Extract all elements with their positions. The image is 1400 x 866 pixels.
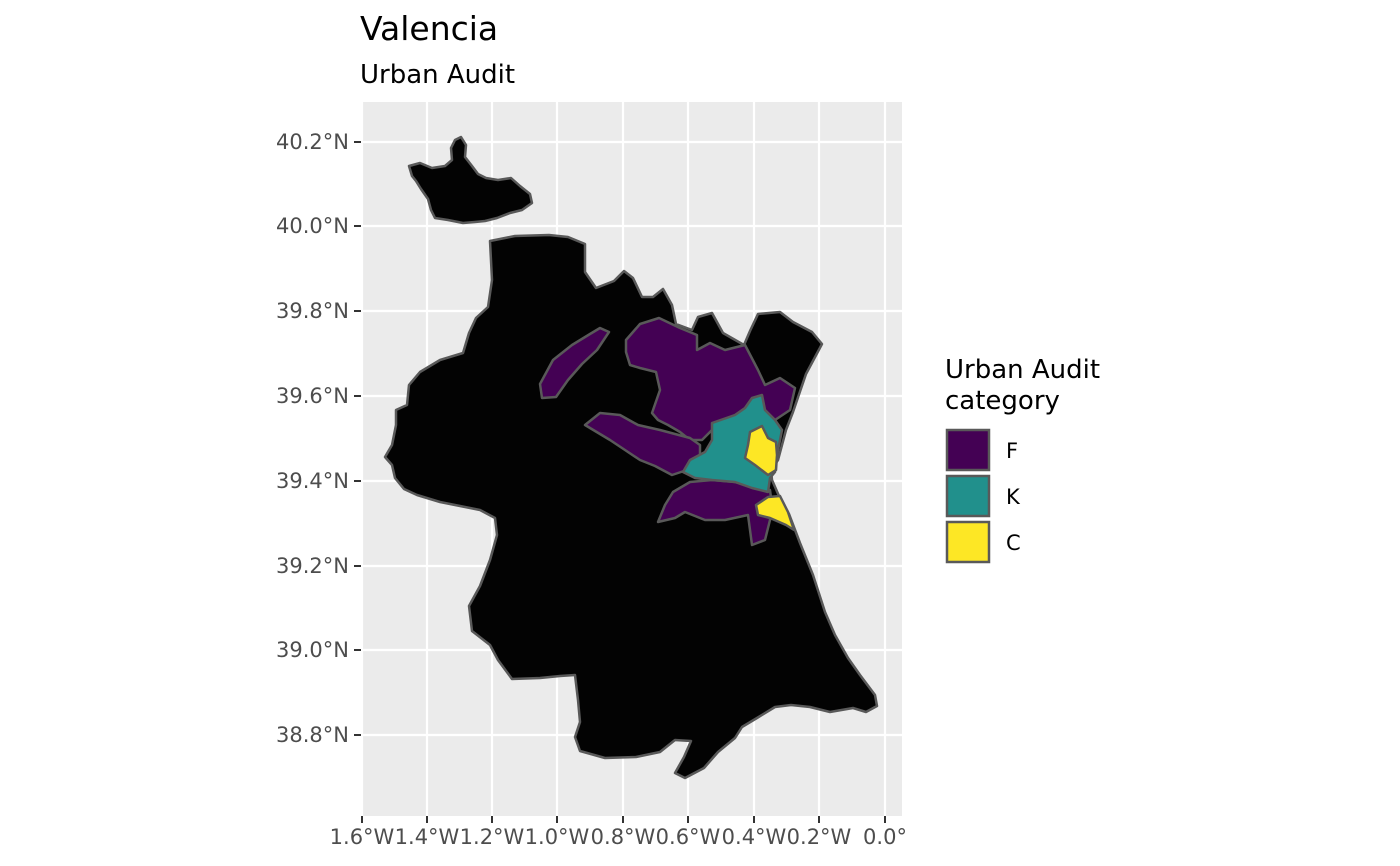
region-f-west-strip: [538, 326, 611, 400]
region-c-north: [743, 424, 779, 477]
map-title: Valencia: [360, 9, 498, 48]
x-axis-label: 0.6°W: [656, 825, 721, 849]
legend-label-k: K: [1006, 485, 1021, 509]
x-axis-label: 1.6°W: [330, 825, 395, 849]
x-axis: 1.6°W 1.4°W 1.2°W 1.0°W 0.8°W 0.6°W 0.4°…: [330, 816, 907, 849]
region-outside-north: [407, 135, 534, 225]
map-regions: [383, 135, 879, 780]
y-axis: 40.2°N 40.0°N 39.8°N 39.6°N 39.4°N 39.2°…: [276, 130, 361, 747]
x-axis-label: 0.0°: [863, 825, 907, 849]
x-axis-label: 0.2°W: [787, 825, 852, 849]
y-axis-label: 39.6°N: [276, 384, 349, 408]
y-axis-label: 38.8°N: [276, 723, 349, 747]
x-axis-label: 1.2°W: [460, 825, 525, 849]
y-axis-label: 40.0°N: [276, 214, 349, 238]
y-axis-label: 39.8°N: [276, 299, 349, 323]
legend-key-k: [945, 474, 991, 518]
x-axis-label: 1.4°W: [395, 825, 460, 849]
x-axis-label: 0.8°W: [591, 825, 656, 849]
y-axis-label: 39.2°N: [276, 554, 349, 578]
legend-label-c: C: [1006, 531, 1021, 555]
legend-title-line2: category: [945, 386, 1060, 416]
map-subtitle: Urban Audit: [360, 60, 515, 90]
region-c-south: [754, 494, 796, 532]
legend-key-f: [945, 428, 991, 472]
legend: Urban Audit category F K C: [945, 355, 1100, 564]
x-axis-label: 1.0°W: [525, 825, 590, 849]
legend-label-f: F: [1006, 439, 1018, 463]
y-axis-label: 39.4°N: [276, 469, 349, 493]
y-axis-label: 39.0°N: [276, 638, 349, 662]
legend-title-line1: Urban Audit: [945, 355, 1100, 385]
x-axis-label: 0.4°W: [722, 825, 787, 849]
legend-key-c: [945, 520, 991, 564]
y-axis-label: 40.2°N: [276, 130, 349, 154]
